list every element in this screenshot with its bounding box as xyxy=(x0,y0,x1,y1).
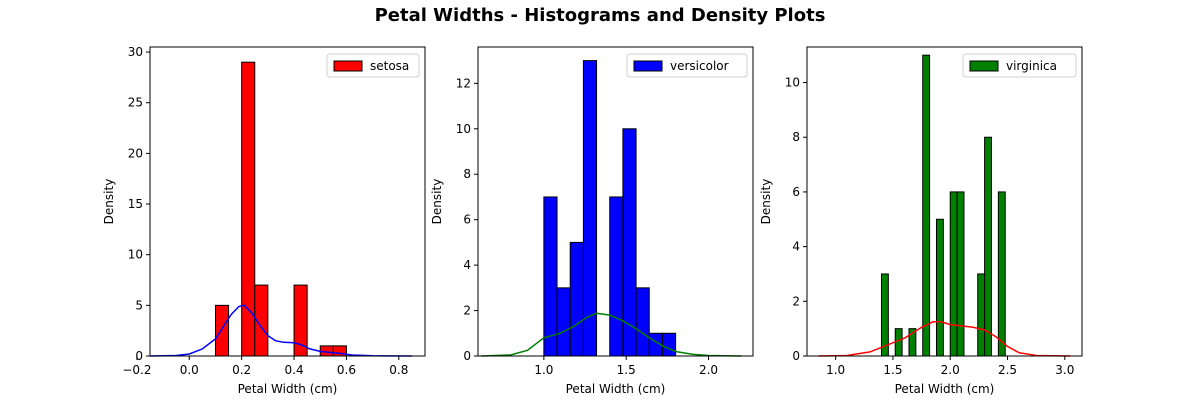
histogram-bar xyxy=(543,196,558,357)
histogram-bar xyxy=(922,54,931,357)
histogram-bar xyxy=(880,273,889,357)
y-tick-label: 0 xyxy=(135,349,143,363)
histogram-bar xyxy=(661,332,677,357)
axes-frame xyxy=(477,46,754,357)
figure-title: Petal Widths - Histograms and Density Pl… xyxy=(374,5,826,26)
y-tick-label: 4 xyxy=(792,240,800,254)
y-tick-label: 20 xyxy=(128,146,143,160)
legend-label: setosa xyxy=(370,59,409,73)
histogram-bar xyxy=(997,191,1006,357)
axes-frame xyxy=(149,46,426,357)
y-tick-label: 0 xyxy=(463,349,471,363)
legend-swatch xyxy=(969,60,999,72)
x-tick-label: 1.0 xyxy=(534,363,553,377)
y-axis-label: Density xyxy=(102,179,116,225)
legend-swatch xyxy=(633,60,663,72)
legend-label: virginica xyxy=(1006,59,1057,73)
histogram-bar xyxy=(582,60,598,357)
histogram-bar xyxy=(293,284,308,357)
x-axis-label: Petal Width (cm) xyxy=(566,382,666,396)
y-axis-label: Density xyxy=(759,179,773,225)
histogram-bar xyxy=(949,191,958,357)
histogram-bar xyxy=(556,287,571,357)
y-tick-label: 6 xyxy=(792,185,800,199)
axes-frame xyxy=(806,46,1083,357)
x-tick-label: 0.6 xyxy=(337,363,356,377)
chart-panel-virginica: 1.0 1.5 2.0 2.5 3.0 0 2 4 6 8 10 Petal Width (cm) De… xyxy=(759,46,1083,396)
x-tick-label: 1.5 xyxy=(617,363,636,377)
histogram-bar xyxy=(635,287,650,357)
x-tick-label: 2.5 xyxy=(998,363,1017,377)
y-tick-label: 15 xyxy=(128,197,143,211)
x-tick-label: 0.2 xyxy=(232,363,251,377)
y-tick-label: 6 xyxy=(463,213,471,227)
histogram-bar xyxy=(956,191,965,357)
histogram-bar xyxy=(894,328,903,357)
x-tick-label: 0.0 xyxy=(180,363,199,377)
legend-label: versicolor xyxy=(670,59,729,73)
histogram-bar xyxy=(935,218,944,357)
x-tick-label: 1.5 xyxy=(883,363,902,377)
legend: setosa xyxy=(326,53,420,78)
y-tick-label: 4 xyxy=(463,258,471,272)
legend: virginica xyxy=(962,53,1077,78)
y-tick-label: 0 xyxy=(792,349,800,363)
density-curve xyxy=(818,321,1071,357)
histogram-bar xyxy=(984,136,992,357)
x-tick-label: −0.2 xyxy=(122,363,151,377)
histogram-bar xyxy=(609,196,624,357)
x-tick-label: 3.0 xyxy=(1055,363,1074,377)
y-tick-label: 10 xyxy=(128,248,143,262)
legend: versicolor xyxy=(626,53,748,78)
x-tick-label: 2.0 xyxy=(941,363,960,377)
chart-panel-setosa: −0.2 0.0 0.2 0.4 0.6 0.8 0 5 10 15 20 25 30 Petal Wid… xyxy=(102,45,426,396)
y-axis-label: Density xyxy=(430,179,444,225)
x-tick-label: 1.0 xyxy=(826,363,845,377)
y-tick-label: 30 xyxy=(128,45,143,59)
x-tick-label: 2.0 xyxy=(699,363,718,377)
y-tick-label: 2 xyxy=(792,294,800,308)
density-curve xyxy=(149,304,412,357)
x-axis-label: Petal Width (cm) xyxy=(895,382,995,396)
chart-panel-versicolor: 1.0 1.5 2.0 0 2 4 6 8 10 12 Petal Width (cm) Densit… xyxy=(430,46,754,396)
x-axis-label: Petal Width (cm) xyxy=(238,382,338,396)
x-tick-label: 0.8 xyxy=(389,363,408,377)
y-tick-label: 5 xyxy=(135,298,143,312)
histogram-bar xyxy=(977,273,986,357)
y-tick-label: 10 xyxy=(785,76,800,90)
density-curve xyxy=(481,312,742,357)
y-tick-label: 12 xyxy=(456,76,471,90)
y-tick-label: 8 xyxy=(792,130,800,144)
y-tick-label: 2 xyxy=(463,304,471,318)
y-tick-label: 10 xyxy=(456,122,471,136)
legend-swatch xyxy=(333,60,363,72)
y-tick-label: 25 xyxy=(128,96,143,110)
histogram-bar xyxy=(569,241,584,357)
histogram-bar xyxy=(214,304,230,357)
histogram-bar xyxy=(241,61,256,357)
y-tick-label: 8 xyxy=(463,167,471,181)
x-tick-label: 0.4 xyxy=(285,363,304,377)
